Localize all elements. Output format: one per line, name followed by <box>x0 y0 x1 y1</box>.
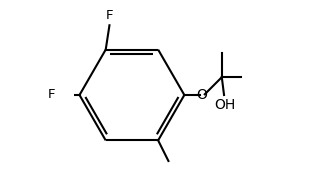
Text: O: O <box>197 88 208 102</box>
Text: F: F <box>48 89 55 101</box>
Text: F: F <box>106 10 113 22</box>
Text: OH: OH <box>214 98 236 112</box>
